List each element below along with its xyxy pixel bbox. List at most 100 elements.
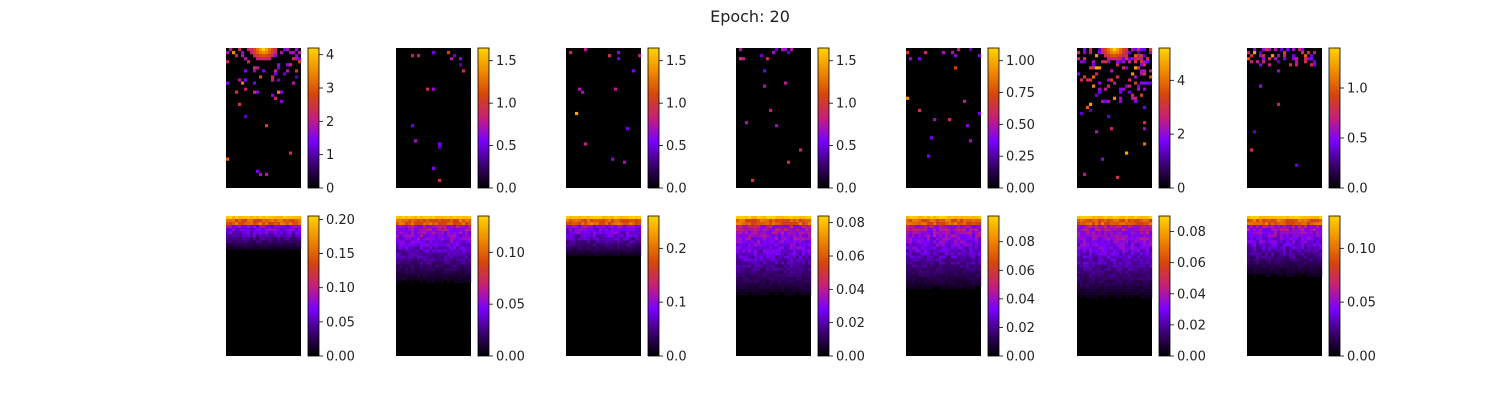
heatmap-cell (1119, 219, 1123, 223)
heatmap-cell (468, 270, 472, 274)
heatmap-cell (748, 279, 752, 284)
heatmap-cell (456, 276, 460, 281)
colorbar-tick-label: 0.00 (1006, 350, 1035, 365)
heatmap-cell (453, 219, 457, 223)
heatmap-cell (954, 216, 958, 220)
heatmap-cell (1083, 51, 1087, 55)
heatmap-cell (805, 273, 809, 278)
heatmap-cell (906, 246, 910, 250)
heatmap-cell (438, 237, 442, 241)
heatmap-cell (748, 216, 752, 220)
heatmap-cell (963, 282, 967, 287)
heatmap-cell (1083, 264, 1087, 268)
heatmap-cell (1298, 267, 1302, 271)
heatmap-cell (906, 228, 910, 232)
heatmap-cell (1146, 264, 1150, 268)
heatmap-panel: 024 (1077, 47, 1185, 197)
heatmap-cell (1137, 216, 1141, 220)
heatmap-cell (1146, 216, 1150, 220)
heatmap-cell (638, 252, 642, 256)
heatmap-cell (1140, 273, 1144, 278)
heatmap-cell (1250, 240, 1254, 244)
heatmap-cell (1283, 51, 1287, 55)
heatmap-cell (930, 264, 934, 268)
colorbar-tick-label: 0.06 (1177, 256, 1206, 271)
heatmap-cell (781, 276, 785, 281)
heatmap-cell (1104, 51, 1108, 55)
heatmap-cell (283, 231, 287, 235)
heatmap-cell (235, 228, 239, 232)
heatmap-cell (939, 270, 943, 274)
heatmap-cell (1080, 78, 1084, 82)
heatmap-cell (426, 87, 430, 91)
heatmap-cell (954, 261, 958, 265)
heatmap-cell (745, 292, 749, 296)
heatmap-cell (265, 237, 269, 241)
heatmap-cell (918, 276, 922, 281)
heatmap-cell (590, 216, 594, 220)
heatmap-cell (1250, 264, 1254, 268)
heatmap-cell (599, 240, 603, 244)
heatmap-cell (969, 234, 973, 238)
heatmap-cell (593, 243, 597, 247)
heatmap-cell (441, 267, 445, 271)
heatmap-cell (462, 246, 466, 250)
heatmap-cell (954, 237, 958, 241)
heatmap-cell (1110, 252, 1114, 256)
heatmap-cell (736, 234, 740, 238)
heatmap-cell (742, 267, 746, 271)
heatmap-cell (915, 286, 919, 290)
heatmap-cell (256, 243, 260, 247)
heatmap-cell (963, 231, 967, 235)
heatmap-cell (1092, 66, 1096, 70)
heatmap-cells (396, 216, 472, 284)
heatmap-cell (1256, 261, 1260, 265)
heatmap-cell (978, 273, 982, 278)
heatmap-cell (283, 240, 287, 244)
heatmap-cell (918, 231, 922, 235)
heatmap-cell (1107, 273, 1111, 278)
colorbar-tick-label: 0.04 (1177, 287, 1206, 302)
heatmap-cell (635, 225, 639, 229)
heatmap-cell (1092, 237, 1096, 241)
heatmap-cell (757, 292, 761, 296)
heatmap-cell (909, 231, 913, 235)
heatmap-cell (787, 258, 791, 262)
heatmap-cell (1146, 273, 1150, 278)
heatmap-cell (265, 216, 269, 220)
heatmap-cell (924, 237, 928, 241)
heatmap-cell (909, 270, 913, 274)
heatmap-cell (1146, 261, 1150, 265)
heatmap-cell (963, 255, 967, 259)
heatmap-cell (572, 243, 576, 247)
heatmap-cell (1089, 264, 1093, 268)
heatmap-cell (1107, 240, 1111, 244)
heatmap-cell (772, 228, 776, 232)
heatmap-cell (781, 264, 785, 268)
heatmap-cell (1095, 292, 1099, 296)
heatmap-cell (1268, 240, 1272, 244)
heatmap-cell (632, 243, 636, 247)
heatmap-cell (1149, 69, 1153, 73)
heatmap-cell (1253, 267, 1257, 271)
heatmap-cell (972, 219, 976, 223)
heatmap-cell (1122, 87, 1126, 91)
heatmap-cell (283, 243, 287, 247)
heatmap-cell (757, 286, 761, 290)
heatmap-cell (1253, 231, 1257, 235)
heatmap-cell (1268, 57, 1272, 61)
heatmap-cell (587, 252, 591, 256)
heatmap-cell (948, 243, 952, 247)
heatmap-cell (1119, 225, 1123, 229)
heatmap-cell (775, 273, 779, 278)
heatmap-background (906, 48, 981, 188)
heatmap-cell (766, 286, 770, 290)
heatmap-cell (1295, 267, 1299, 271)
heatmap-cell (1149, 292, 1153, 296)
heatmap-cell (283, 219, 287, 223)
heatmap-cell (906, 286, 910, 290)
heatmap-cell (1307, 234, 1311, 238)
colorbar-tick-label: 0.0 (666, 350, 687, 365)
heatmap-cell (945, 240, 949, 244)
heatmap-cell (426, 246, 430, 250)
